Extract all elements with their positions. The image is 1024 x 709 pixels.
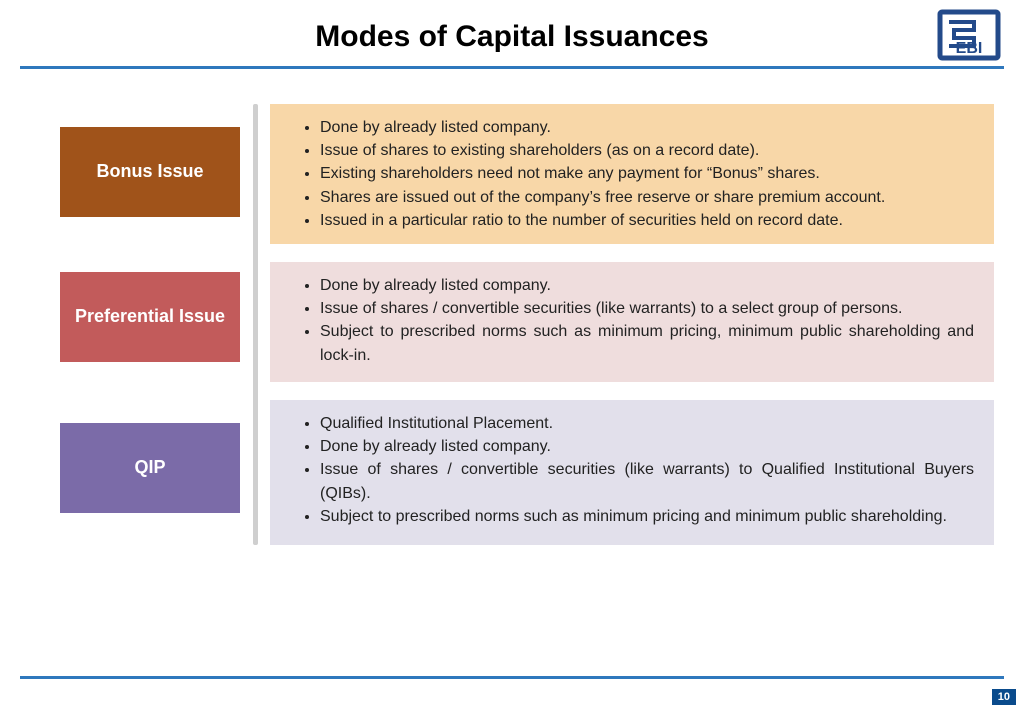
mode-label: Preferential Issue [60,272,240,362]
bullet-item: Done by already listed company. [320,116,974,139]
mode-description: Done by already listed company.Issue of … [270,104,994,244]
bullet-item: Issue of shares / convertible securities… [320,297,974,320]
svg-text:EBI: EBI [956,40,983,57]
bullet-item: Subject to prescribed norms such as mini… [320,505,974,528]
sebi-logo: EBI [934,8,1004,63]
footer-rule [20,676,1004,679]
bullet-list: Done by already listed company.Issue of … [300,116,974,232]
divider-column [240,104,270,545]
mode-description: Done by already listed company.Issue of … [270,262,994,382]
page-number-badge: 10 [992,689,1016,705]
row-gap [60,377,240,395]
bullet-list: Done by already listed company.Issue of … [300,274,974,367]
header: Modes of Capital Issuances EBI [0,0,1024,66]
bullet-item: Issue of shares to existing shareholders… [320,139,974,162]
bullet-item: Subject to prescribed norms such as mini… [320,320,974,366]
bullet-item: Qualified Institutional Placement. [320,412,974,435]
content: Bonus Issue Preferential Issue QIP Done by… [60,104,994,545]
bullet-item: Done by already listed company. [320,274,974,297]
bullet-item: Shares are issued out of the company’s f… [320,186,974,209]
vertical-divider [253,104,258,545]
label-wrap: QIP [60,395,240,540]
mode-description: Qualified Institutional Placement.Done b… [270,400,994,545]
bullet-item: Issue of shares / convertible securities… [320,458,974,504]
descriptions-column: Done by already listed company.Issue of … [270,104,994,545]
row-gap [270,244,994,262]
label-wrap: Bonus Issue [60,104,240,239]
bullet-list: Qualified Institutional Placement.Done b… [300,412,974,528]
row-gap [60,239,240,257]
page-title: Modes of Capital Issuances [30,20,994,54]
bullet-item: Done by already listed company. [320,435,974,458]
mode-label: Bonus Issue [60,127,240,217]
bullet-item: Existing shareholders need not make any … [320,162,974,185]
labels-column: Bonus Issue Preferential Issue QIP [60,104,240,545]
row-gap [270,382,994,400]
title-rule [20,66,1004,69]
bullet-item: Issued in a particular ratio to the numb… [320,209,974,232]
label-wrap: Preferential Issue [60,257,240,377]
mode-label: QIP [60,423,240,513]
